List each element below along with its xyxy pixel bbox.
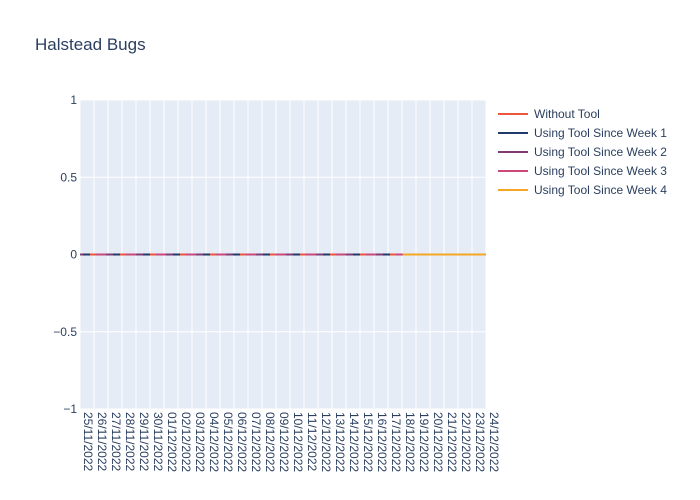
- x-tick-label: 20/12/2022: [431, 412, 445, 472]
- y-tick-label: 0.5: [60, 170, 77, 184]
- y-tick-label: −0.5: [53, 325, 77, 339]
- x-tick-label: 27/11/2022: [109, 412, 123, 471]
- x-tick-label: 05/12/2022: [221, 412, 235, 472]
- x-tick-label: 06/12/2022: [235, 412, 249, 472]
- legend-entry: Using Tool Since Week 1: [534, 126, 667, 140]
- x-tick-label: 04/12/2022: [207, 412, 221, 472]
- y-axis-ticks: 1 0.5 0 −0.5 −1: [53, 93, 77, 416]
- x-tick-label: 08/12/2022: [263, 412, 277, 472]
- x-tick-label: 23/12/2022: [473, 412, 487, 472]
- x-tick-label: 21/12/2022: [445, 412, 459, 472]
- legend-entry: Using Tool Since Week 2: [534, 145, 667, 159]
- x-tick-label: 01/12/2022: [165, 412, 179, 472]
- x-tick-label: 16/12/2022: [375, 412, 389, 472]
- x-tick-label: 07/12/2022: [249, 412, 263, 472]
- legend-entry: Using Tool Since Week 3: [534, 164, 667, 178]
- x-tick-label: 24/12/2022: [487, 412, 501, 472]
- y-tick-label: 0: [70, 248, 77, 262]
- x-tick-label: 09/12/2022: [277, 412, 291, 472]
- x-tick-label: 03/12/2022: [193, 412, 207, 472]
- x-axis-ticks: 25/11/2022 26/11/2022 27/11/2022 28/11/2022…: [81, 412, 501, 472]
- x-tick-label: 10/12/2022: [291, 412, 305, 472]
- x-tick-label: 28/11/2022: [123, 412, 137, 471]
- y-tick-label: −1: [63, 402, 77, 416]
- x-tick-label: 17/12/2022: [389, 412, 403, 472]
- x-tick-label: 26/11/2022: [95, 412, 109, 471]
- x-tick-label: 12/12/2022: [319, 412, 333, 472]
- legend-entry: Without Tool: [534, 107, 600, 121]
- x-tick-label: 22/12/2022: [459, 412, 473, 472]
- x-tick-label: 15/12/2022: [361, 412, 375, 472]
- chart-title: Halstead Bugs: [35, 35, 146, 54]
- legend: Without Tool Using Tool Since Week 1 Using…: [498, 107, 667, 197]
- x-tick-label: 11/12/2022: [305, 412, 319, 471]
- x-tick-label: 25/11/2022: [81, 412, 95, 471]
- x-tick-label: 19/12/2022: [417, 412, 431, 472]
- x-tick-label: 14/12/2022: [347, 412, 361, 472]
- x-tick-label: 18/12/2022: [403, 412, 417, 472]
- y-tick-label: 1: [70, 93, 77, 107]
- x-tick-label: 30/11/2022: [151, 412, 165, 471]
- x-tick-label: 29/11/2022: [137, 412, 151, 471]
- legend-entry: Using Tool Since Week 4: [534, 183, 667, 197]
- x-tick-label: 13/12/2022: [333, 412, 347, 472]
- x-tick-label: 02/12/2022: [179, 412, 193, 472]
